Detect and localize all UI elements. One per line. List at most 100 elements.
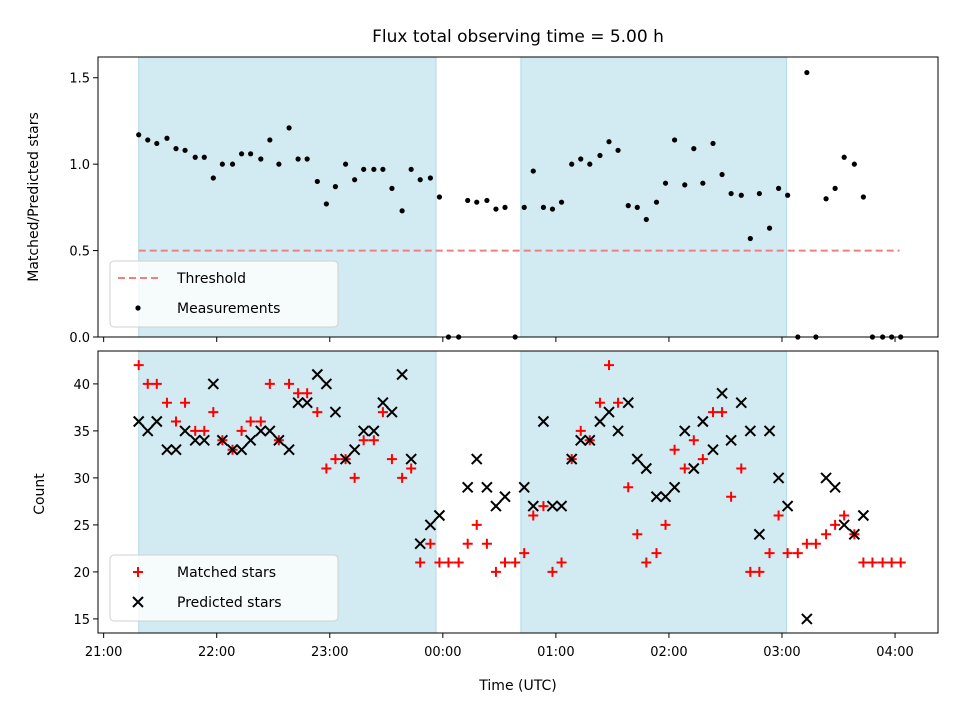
predicted-star-point [179,425,191,437]
predicted-star-point [320,378,333,390]
matched-star-point [519,548,530,559]
predicted-star-point [537,415,550,428]
predicted-star-point [471,453,483,465]
legend-box [109,554,339,622]
y-tick-label: 25 [73,519,90,534]
predicted-star-point [424,519,437,531]
y-tick-label: 20 [73,566,90,581]
measurement-point [136,132,142,138]
predicted-star-point [725,434,737,447]
matched-star-point [151,378,162,389]
predicted-star-point [640,462,653,475]
measurement-point [304,156,310,162]
legend-label: Measurements [177,301,280,317]
predicted-star-point [490,500,502,512]
ratio-panel: 0.0 0.5 1.0 1.5 Threshold Measurements [69,56,939,346]
predicted-star-point [753,528,766,541]
measurement-point [625,203,631,209]
measurement-point [361,166,367,172]
matched-star-point [245,416,256,427]
matched-star-point [443,557,454,568]
measurement-point [804,69,810,76]
axes-frame [97,350,939,634]
measurement-point [201,154,207,160]
matched-star-point [264,378,275,389]
predicted-star-point [244,434,257,447]
y-axis-label-top: Matched/Predicted stars [26,112,42,282]
predicted-star-point [527,500,539,512]
measurement-point [756,190,762,197]
matched-star-point [679,463,690,474]
predicted-star-point [668,481,681,494]
measurement-point [332,184,339,190]
matched-star-point [499,557,510,568]
matched-star-point [547,566,558,577]
measurement-point [832,185,838,191]
matched-star-point [199,425,210,436]
y-tick-label: 1.5 [69,72,90,87]
measurement-point [474,199,480,205]
matched-star-point [651,548,662,559]
measurement-point [192,154,198,160]
measurement-point [606,139,612,145]
measurement-point [634,204,640,210]
matched-star-point [736,463,747,474]
matched-star-point [839,510,850,521]
measurement-point [710,140,716,147]
measurement-point [484,197,490,204]
matched-star-point [575,425,586,436]
matched-star-point [510,557,521,568]
shaded-span [520,350,788,634]
predicted-star-point [292,396,304,409]
measurement-point [427,175,433,181]
predicted-star-point [414,537,426,550]
matched-star-point [641,557,652,568]
measurement-point [747,235,753,242]
predicted-star-point [735,396,747,409]
measurement-point [530,168,536,174]
matched-star-point [717,407,728,418]
measurement-point [323,201,329,207]
predicted-star-point [565,453,578,465]
legend-measurement-swatch [135,305,141,311]
matched-star-point [830,519,841,530]
measurement-point [295,156,301,162]
measurement-point [389,185,395,191]
matched-star-point [538,501,549,512]
measurement-point [671,137,678,143]
matched-star-point [613,397,624,408]
predicted-star-point [198,434,210,447]
predicted-star-point [518,481,530,494]
predicted-star-point [377,396,389,409]
measurement-point [276,161,282,167]
predicted-star-point [329,406,342,418]
measurement-point [493,206,499,212]
matched-star-point [594,397,605,408]
measurement-point [145,137,151,143]
predicted-star-point [161,443,173,456]
measurement-point [352,177,358,183]
predicted-star-point [386,406,398,418]
matched-star-point [792,548,803,559]
matched-star-point [180,397,191,408]
measurement-point [549,206,556,212]
measurement-point [823,196,829,202]
measurement-point [399,208,405,214]
predicted-star-point [603,406,615,418]
predicted-star-point [132,415,145,428]
predicted-star-point [189,434,201,447]
matched-star-point [697,454,708,465]
predicted-star-point [368,425,380,437]
predicted-star-point [594,415,606,428]
measurement-point [775,185,782,191]
y-axis-label-bottom: Count [32,473,48,515]
y-tick-label: 0.5 [69,245,90,260]
y-tick-label: 0.0 [69,331,90,346]
predicted-star-point [838,519,850,531]
matched-star-point [425,538,436,549]
predicted-star-point [142,425,154,437]
y-tick-label: 35 [73,425,90,440]
predicted-star-point [584,434,596,447]
matched-star-point [349,472,360,483]
